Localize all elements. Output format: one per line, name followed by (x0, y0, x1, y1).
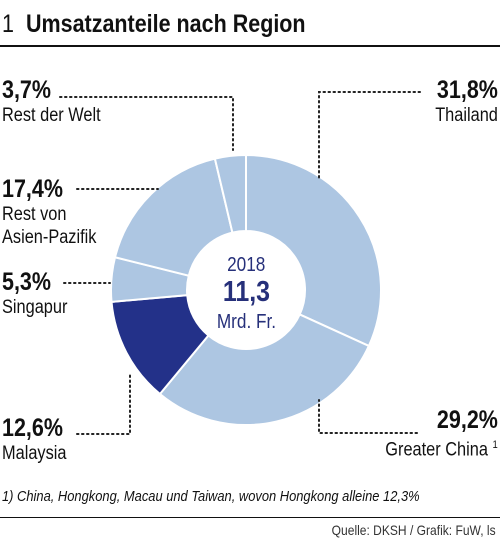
footnote-mark: 1 (492, 439, 498, 451)
footer-divider (0, 517, 500, 518)
value-label: 29,2% (437, 406, 498, 434)
category-label-line-1: Rest von (2, 204, 67, 225)
center-year: 2018 (226, 254, 266, 276)
donut-slice-rest-von-asien-pazifik (113, 157, 234, 277)
category-label: Malaysia (2, 443, 67, 464)
label-singapur: 5,3% Singapur (2, 268, 78, 319)
center-value: 11,3 (222, 276, 270, 308)
label-thailand: 31,8% Thailand (425, 76, 498, 127)
center-unit: Mrd. Fr. (216, 311, 276, 333)
donut-slice-thailand (245, 153, 382, 348)
chart-title: Umsatzanteile nach Region (26, 10, 306, 38)
value-label: 12,6% (2, 414, 63, 442)
category-label: Singapur (2, 297, 68, 318)
category-label: Thailand (435, 105, 498, 126)
source-credit: Quelle: DKSH / Grafik: FuW, ls (332, 522, 496, 538)
value-label: 5,3% (2, 268, 52, 296)
value-label: 17,4% (2, 175, 63, 203)
value-label: 3,7% (2, 76, 52, 104)
category-label: Greater China (385, 439, 489, 461)
leader-greater-china (318, 399, 418, 434)
donut-slice-rest-der-welt (213, 153, 247, 234)
label-greater-china: 29,2% Greater China 1 (367, 406, 498, 461)
donut-slice-greater-china (158, 313, 371, 426)
title-divider (0, 45, 500, 47)
chart-header: 1 Umsatzanteile nach Region (0, 8, 500, 40)
label-rest-asien-pazifik: 17,4% Rest von Asien-Pazifik (2, 175, 112, 249)
label-rest-der-welt: 3,7% Rest der Welt (2, 76, 117, 127)
category-label-line-2: Asien-Pazifik (2, 227, 97, 248)
value-label: 31,8% (437, 76, 498, 104)
label-malaysia: 12,6% Malaysia (2, 414, 77, 465)
chart-number: 1 (2, 10, 14, 38)
leader-malaysia (76, 374, 131, 435)
category-label: Rest der Welt (2, 105, 101, 126)
leader-thailand (318, 91, 421, 179)
footnote: 1) China, Hongkong, Macau und Taiwan, wo… (2, 488, 420, 505)
